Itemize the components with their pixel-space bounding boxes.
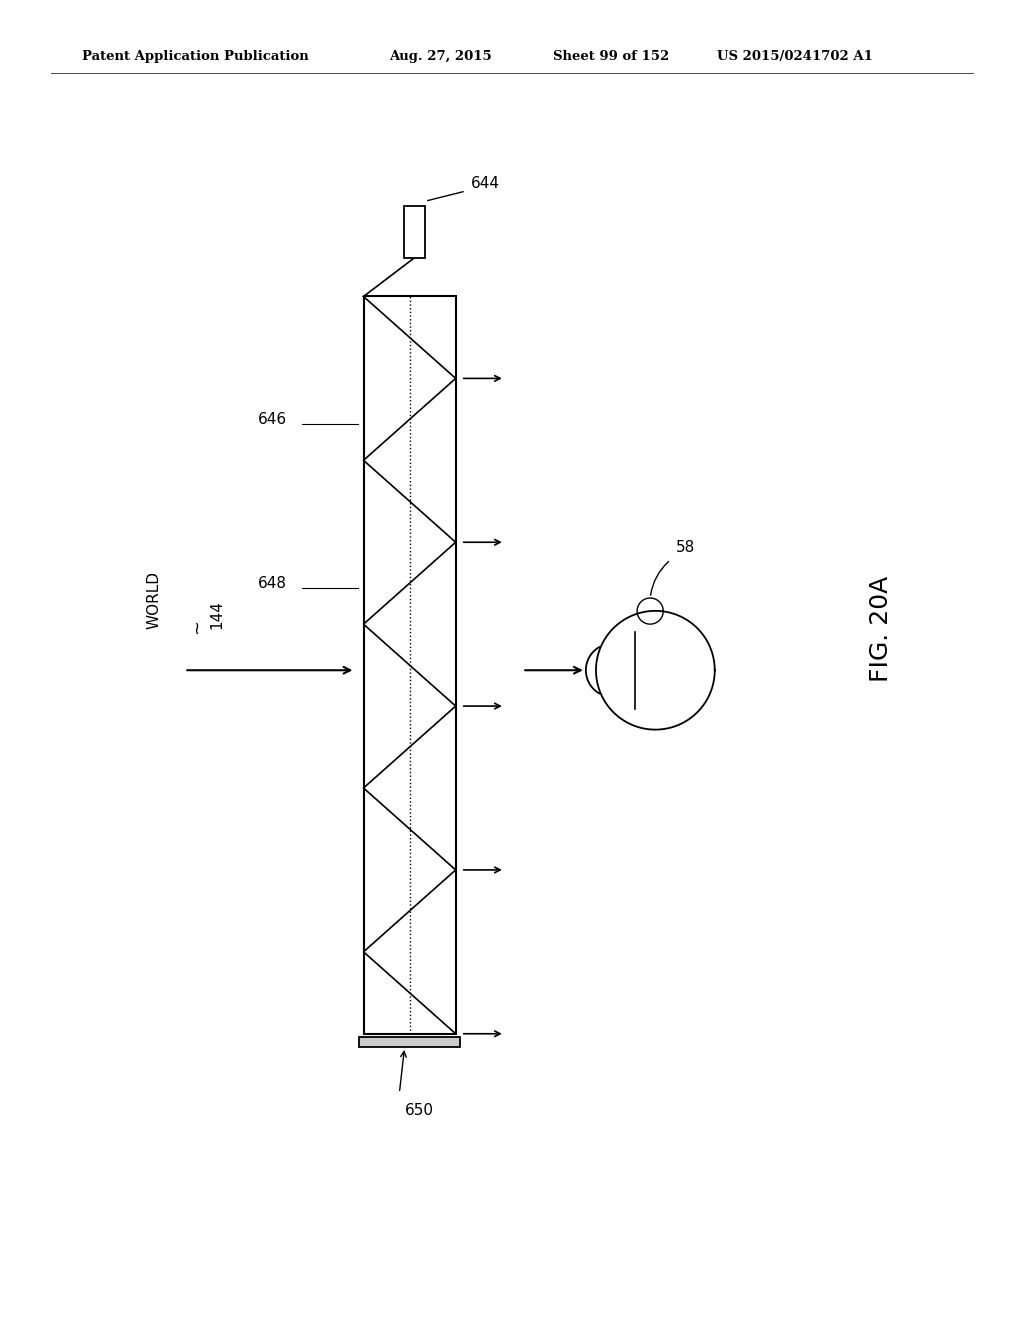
Text: FIG. 20A: FIG. 20A — [868, 576, 893, 682]
Bar — [364, 297, 456, 1034]
Text: 650: 650 — [404, 1104, 433, 1118]
Text: Sheet 99 of 152: Sheet 99 of 152 — [553, 50, 670, 63]
Text: 646: 646 — [258, 412, 287, 426]
Text: 144: 144 — [210, 601, 224, 630]
Text: US 2015/0241702 A1: US 2015/0241702 A1 — [717, 50, 872, 63]
Text: 648: 648 — [258, 576, 287, 591]
Text: WORLD: WORLD — [146, 572, 161, 630]
Bar — [359, 1036, 460, 1047]
Text: 644: 644 — [471, 176, 500, 191]
Text: ~: ~ — [187, 619, 206, 635]
Text: 58: 58 — [676, 540, 695, 554]
Bar — [404, 206, 425, 257]
Text: Aug. 27, 2015: Aug. 27, 2015 — [389, 50, 492, 63]
Text: Patent Application Publication: Patent Application Publication — [82, 50, 308, 63]
